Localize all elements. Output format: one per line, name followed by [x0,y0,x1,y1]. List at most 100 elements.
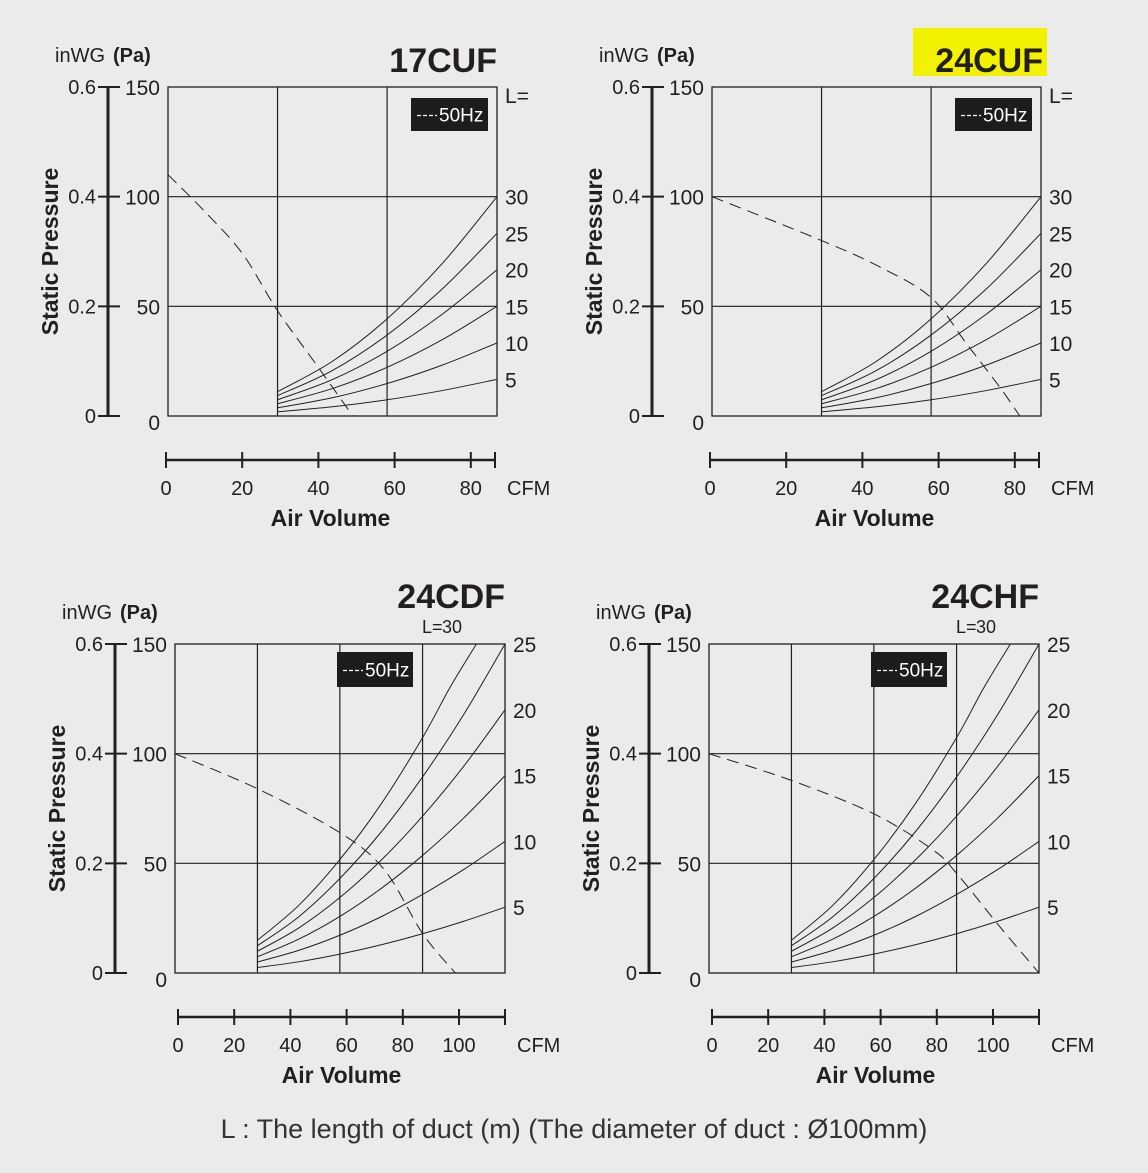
legend-box [871,652,947,687]
series-label: 20 [1049,260,1072,283]
y-tick-label-inwg: 0 [92,963,103,985]
y-tick-label-pa: 100 [666,744,701,767]
duct-curve-l25 [821,232,1041,397]
y-tick-label-inwg: 0.2 [612,296,640,318]
duct-curve-l5 [791,906,1039,969]
duct-curve-l5 [257,906,505,969]
x-tick-label: 20 [231,478,253,500]
x-tick-label: 20 [775,478,797,500]
x-axis-title: Air Volume [816,1062,936,1088]
legend-box [337,652,413,687]
y-tick-label-pa: 50 [678,853,701,876]
y-tick-label-pa: 50 [137,296,160,319]
series-label: 20 [513,700,536,723]
x-tick-label: 80 [392,1035,414,1057]
y-tick-label-pa: 50 [144,853,167,876]
y-tick-label-inwg: 0.4 [612,187,640,209]
series-label: 10 [505,333,528,356]
y-unit-pa: (Pa) [120,602,158,624]
series-label: 25 [1049,223,1072,246]
duct-curve-l20 [821,269,1041,401]
y-unit-pa: (Pa) [113,45,151,67]
y-tick-label-inwg: 0.6 [609,634,637,656]
duct-curve-l10 [821,342,1041,409]
y-tick-label-pa: 0 [689,969,701,992]
legend-label: 50Hz [439,106,483,127]
x-unit-label: CFM [507,478,550,500]
y-tick-label-pa: 150 [132,634,167,657]
series-label: 15 [513,766,536,789]
y-tick-label-inwg: 0.2 [68,296,96,318]
x-tick-label: 80 [926,1035,948,1057]
series-prefix: L= [505,85,529,108]
y-unit-inwg: inWG [596,602,646,624]
series-label: 15 [505,296,528,319]
duct-curve-l30 [821,196,1041,393]
series-label: 5 [505,369,517,392]
y-tick-label-pa: 150 [669,77,704,100]
y-unit-header: inWG (Pa) [599,45,695,67]
duct-curve-l15 [791,775,1039,958]
x-unit-label: CFM [1051,1035,1094,1057]
series-label: 25 [513,634,536,657]
x-tick-label: 20 [223,1035,245,1057]
x-tick-label: 40 [279,1035,301,1057]
y-unit-pa: (Pa) [657,45,695,67]
series-prefix: L= [1049,85,1073,108]
y-unit-pa: (Pa) [654,602,692,624]
chart-title: 24CHF [931,578,1039,616]
y-tick-label-pa: 100 [125,187,160,210]
y-tick-label-inwg: 0.4 [609,744,637,766]
legend-box [411,98,488,131]
y-unit-inwg: inWG [62,602,112,624]
x-tick-label: 0 [704,478,715,500]
plot-area [167,86,498,417]
y-tick-label-pa: 50 [681,296,704,319]
x-tick-label: 60 [869,1035,891,1057]
y-unit-header: inWG (Pa) [596,602,692,624]
y-unit-inwg: inWG [599,45,649,67]
x-unit-label: CFM [1051,478,1094,500]
duct-curve-l15 [821,305,1041,405]
legend-label: 50Hz [899,661,943,682]
y-tick-label-pa: 150 [666,634,701,657]
legend-label: 50Hz [983,106,1027,127]
y-axis-title: Static Pressure [37,168,63,335]
x-tick-label: 60 [927,478,949,500]
chart-title: 24CDF [397,578,505,616]
plot-area [711,86,1042,417]
x-tick-label: 0 [160,478,171,500]
duct-curve-l15 [277,305,497,405]
series-label: 10 [513,831,536,854]
x-tick-label: 60 [383,478,405,500]
y-unit-header: inWG (Pa) [62,602,158,624]
y-tick-label-pa: 100 [669,187,704,210]
y-axis-title: Static Pressure [578,725,604,892]
duct-curve-l25 [791,644,1039,947]
chart-title: 24CUF [935,42,1043,80]
series-prefix: L= [422,617,443,637]
series-label: 10 [1047,831,1070,854]
series-label: 25 [1047,634,1070,657]
duct-curve-l10 [791,840,1039,963]
duct-curve-l5 [277,378,497,413]
y-tick-label-pa: 100 [132,744,167,767]
x-unit-label: CFM [517,1035,560,1057]
fan-curve-50hz [168,174,354,416]
duct-curve-l20 [257,709,505,952]
y-tick-label-inwg: 0.4 [75,744,103,766]
y-tick-label-inwg: 0.2 [609,853,637,875]
x-axis-title: Air Volume [815,505,935,531]
duct-curve-l5 [821,378,1041,413]
duct-curve-l20 [791,709,1039,952]
series-label: 20 [1047,700,1070,723]
fan-curve-50hz [175,753,456,973]
series-label: 5 [1049,369,1061,392]
y-tick-label-inwg: 0.2 [75,853,103,875]
fan-curve-50hz [712,196,1021,416]
x-tick-label: 80 [460,478,482,500]
